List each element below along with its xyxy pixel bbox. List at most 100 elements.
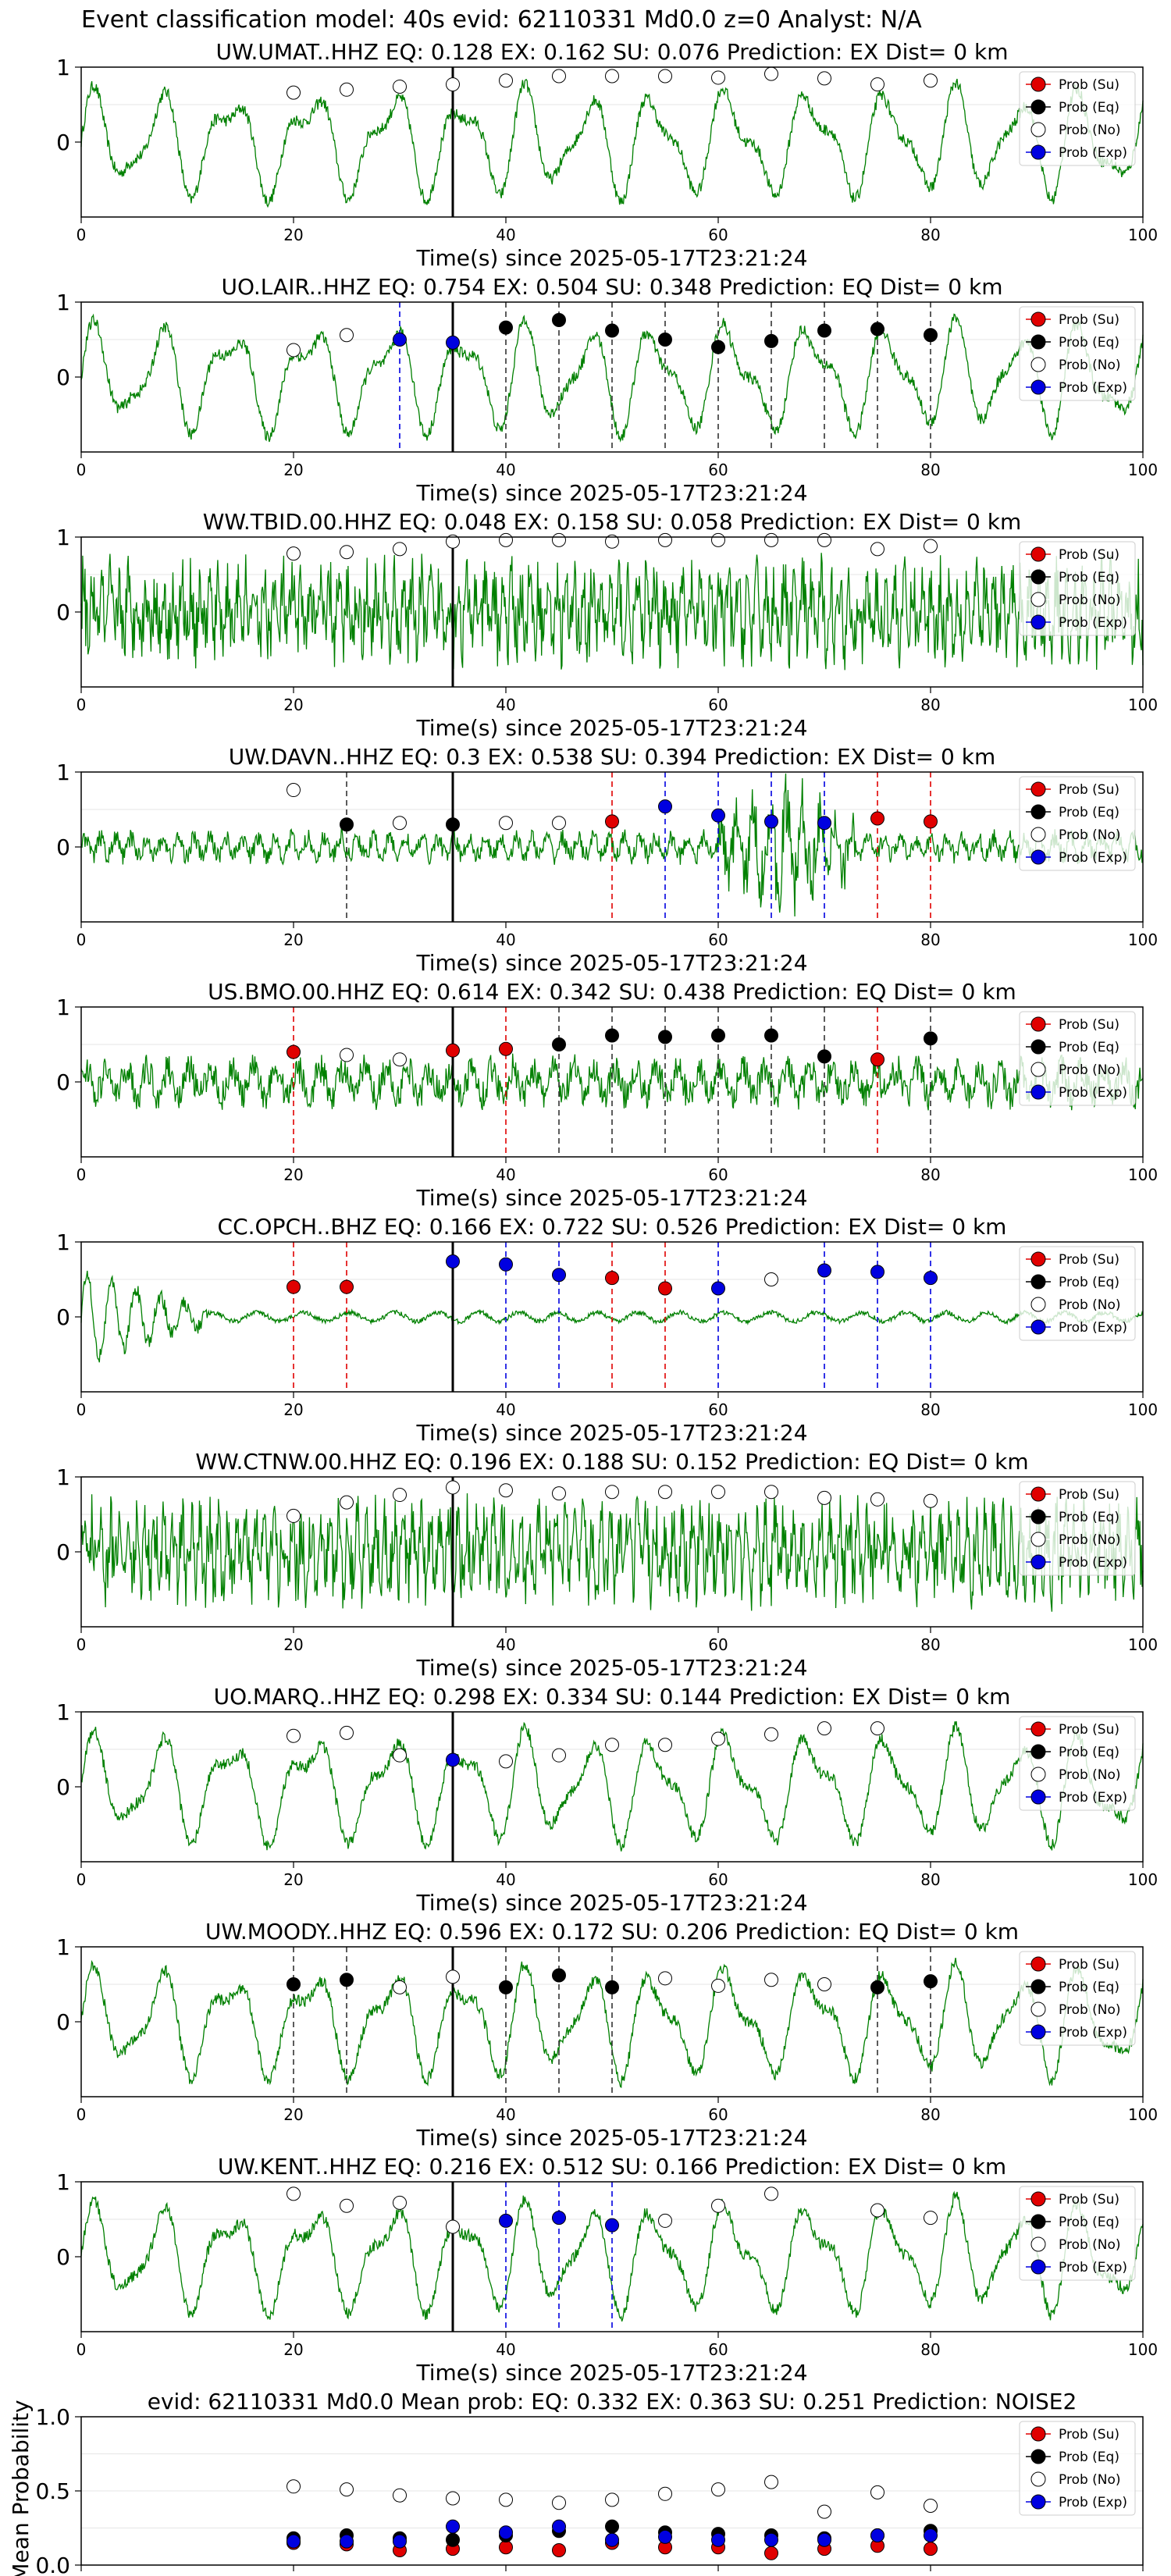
x-tick-label: 80 (920, 226, 940, 244)
prob-marker-no (552, 69, 566, 84)
x-tick-label: 20 (283, 226, 303, 244)
y-tick-label: 0 (56, 1069, 70, 1095)
legend-frame (1019, 1246, 1136, 1341)
x-tick-label: 0 (77, 1165, 87, 1184)
legend-marker-no (1030, 827, 1046, 842)
legend-frame (1019, 1951, 1136, 2046)
prob-marker-no (817, 532, 831, 547)
legend-label-su: Prob (Su) (1059, 1487, 1119, 1503)
x-axis-label: Time(s) since 2025-05-17T23:21:24 (415, 1890, 807, 1916)
prob-marker-exp (924, 1271, 938, 1286)
legend-label-no: Prob (No) (1059, 358, 1121, 373)
subplot-title: UW.UMAT..HHZ EQ: 0.128 EX: 0.162 SU: 0.0… (216, 39, 1009, 65)
subplot-title: UW.MOODY..HHZ EQ: 0.596 EX: 0.172 SU: 0.… (205, 1919, 1019, 1944)
subplot-3: UW.DAVN..HHZ EQ: 0.3 EX: 0.538 SU: 0.394… (56, 744, 1158, 976)
legend-marker-no (1030, 1532, 1046, 1547)
waveform-trace (80, 1053, 1144, 1111)
legend-label-su: Prob (Su) (1059, 2192, 1119, 2208)
x-tick-label: 40 (496, 930, 515, 949)
subplot-0: UW.UMAT..HHZ EQ: 0.128 EX: 0.162 SU: 0.0… (56, 39, 1158, 271)
x-axis-label: Time(s) since 2025-05-17T23:21:24 (415, 950, 807, 976)
legend-marker-eq (1030, 334, 1046, 350)
legend: Prob (Su) Prob (Eq) Prob (No) Prob (Exp) (1019, 2421, 1136, 2516)
legend-label-su: Prob (Su) (1059, 1722, 1119, 1738)
legend-marker-su (1030, 311, 1046, 327)
prob-marker-no (499, 1754, 513, 1769)
prob-marker-no (711, 1978, 725, 1993)
x-tick-label: 60 (708, 1165, 728, 1184)
prob-marker-no (340, 1495, 354, 1510)
y-tick-label: 1 (56, 1934, 70, 1960)
x-tick-label: 0 (77, 1400, 87, 1419)
legend-label-exp: Prob (Exp) (1059, 1320, 1127, 1336)
legend-label-eq: Prob (Eq) (1059, 1040, 1119, 1055)
x-tick-label: 40 (496, 226, 515, 244)
x-tick-label: 40 (496, 1870, 515, 1889)
legend-marker-no (1030, 1767, 1046, 1782)
legend-marker-su (1030, 1016, 1046, 1032)
legend-label-su: Prob (Su) (1059, 2427, 1119, 2443)
prob-marker-no (711, 1485, 725, 1500)
prob-marker-eq (764, 1028, 778, 1043)
x-tick-label: 0 (77, 2340, 87, 2359)
x-tick-label: 0 (77, 1635, 87, 1654)
y-tick-label: 1 (56, 525, 70, 550)
prob-marker-exp (870, 1265, 884, 1279)
prob-marker-eq (499, 320, 513, 335)
subplot-1: UO.LAIR..HHZ EQ: 0.754 EX: 0.504 SU: 0.3… (56, 274, 1158, 506)
mean-marker-no (711, 2482, 725, 2497)
subplot-title: WW.TBID.00.HHZ EQ: 0.048 EX: 0.158 SU: 0… (203, 509, 1022, 535)
x-tick-label: 60 (708, 1400, 728, 1419)
prob-marker-eq (605, 1980, 619, 1994)
prob-marker-eq (924, 1974, 938, 1989)
prob-marker-no (552, 1748, 566, 1763)
prob-marker-su (287, 1279, 301, 1294)
legend-label-no: Prob (No) (1059, 2002, 1121, 2018)
y-axis-label: Mean Probability (8, 2400, 34, 2576)
legend-frame (1019, 1481, 1136, 1576)
legend-label-su: Prob (Su) (1059, 1017, 1119, 1033)
mean-marker-su (924, 2542, 938, 2556)
mean-marker-su (499, 2540, 513, 2555)
mean-marker-no (924, 2499, 938, 2513)
legend-label-eq: Prob (Eq) (1059, 1980, 1119, 1995)
prob-marker-no (924, 73, 938, 88)
prob-marker-no (393, 79, 407, 94)
legend-marker-no (1030, 1062, 1046, 1077)
legend-label-exp: Prob (Exp) (1059, 1790, 1127, 1806)
y-tick-label: 1 (56, 994, 70, 1020)
x-tick-label: 0 (77, 2574, 87, 2576)
x-tick-label: 20 (283, 696, 303, 714)
prob-marker-no (870, 77, 884, 92)
prob-marker-no (287, 85, 301, 100)
prob-marker-no (764, 532, 778, 547)
axes-frame (80, 66, 1144, 218)
prob-marker-eq (870, 322, 884, 336)
subplot-title: UW.DAVN..HHZ EQ: 0.3 EX: 0.538 SU: 0.394… (229, 744, 996, 770)
prob-marker-exp (605, 2218, 619, 2233)
mean-marker-no (817, 2504, 831, 2519)
x-tick-label: 100 (1128, 2574, 1158, 2576)
mean-marker-su (552, 2543, 566, 2557)
legend-marker-no (1030, 357, 1046, 372)
prob-marker-no (711, 532, 725, 547)
legend-marker-exp (1030, 1789, 1046, 1805)
x-tick-label: 60 (708, 1635, 728, 1654)
x-tick-label: 80 (920, 2574, 940, 2576)
legend-marker-eq (1030, 2214, 1046, 2229)
prob-marker-su (870, 1052, 884, 1067)
y-tick-label: 1 (56, 1464, 70, 1490)
legend-marker-no (1030, 592, 1046, 607)
legend-marker-su (1030, 76, 1046, 92)
prob-marker-no (924, 539, 938, 553)
legend-frame (1019, 2421, 1136, 2516)
prob-marker-eq (552, 313, 566, 328)
prob-marker-no (393, 542, 407, 557)
legend-label-su: Prob (Su) (1059, 782, 1119, 798)
legend: Prob (Su) Prob (Eq) Prob (No) Prob (Exp) (1019, 1011, 1136, 1106)
prob-marker-no (711, 1731, 725, 1746)
x-tick-label: 80 (920, 1165, 940, 1184)
prob-marker-eq (817, 1049, 831, 1064)
legend-label-exp: Prob (Exp) (1059, 2495, 1127, 2510)
y-tick-label: 0 (56, 2244, 70, 2270)
